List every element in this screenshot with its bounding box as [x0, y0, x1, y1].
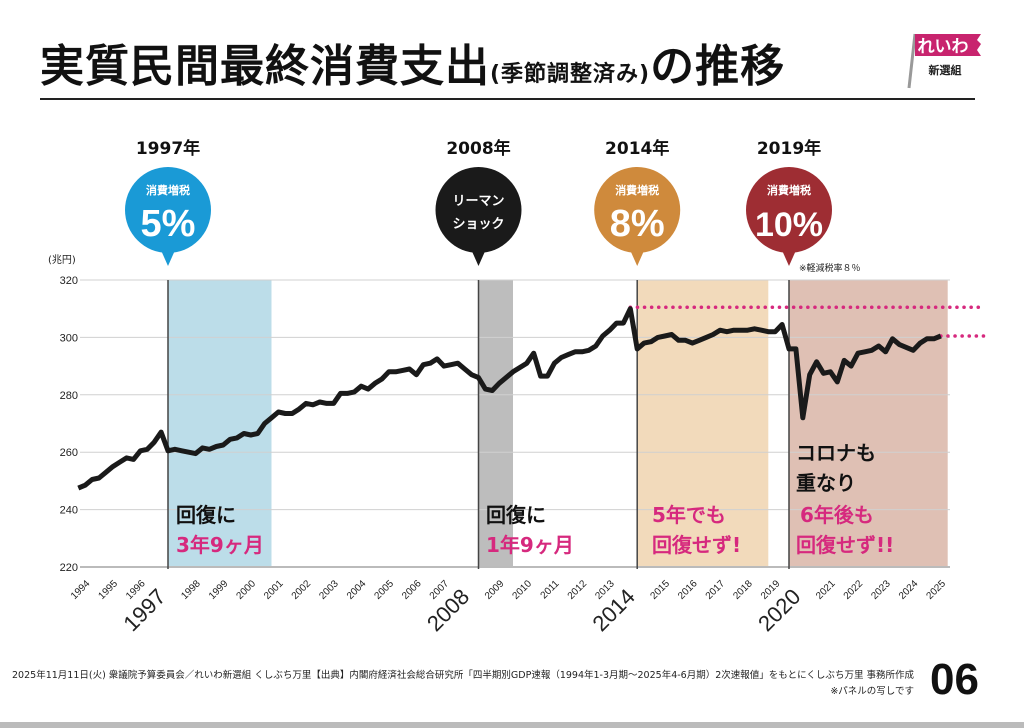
shaded-band — [478, 280, 513, 567]
title-divider — [40, 98, 975, 100]
event-callout-line2: ショック — [452, 216, 504, 231]
title-main: 実質民間最終消費支出 — [40, 41, 490, 92]
x-tick-label-2000: 2000 — [235, 578, 259, 602]
x-tick-label-2018: 2018 — [731, 578, 755, 602]
consumption-series-line — [77, 306, 942, 491]
event-note: ※軽減税率８％ — [799, 262, 861, 274]
event-callout-line2: 10% — [755, 206, 823, 244]
y-tick-label: 260 — [60, 447, 78, 459]
event-callout-line1: 消費増税 — [146, 183, 190, 197]
y-tick-label: 300 — [60, 332, 78, 344]
event-callout-line2: 8% — [610, 203, 665, 245]
shaded-band — [168, 280, 272, 567]
x-tick-label-2024: 2024 — [897, 578, 921, 602]
reiwa-logo: れいわ 新選組 — [907, 33, 981, 89]
y-tick-label: 240 — [60, 505, 78, 517]
x-tick-label-2023: 2023 — [869, 578, 893, 602]
event-year-label: 2019年 — [757, 138, 821, 159]
page-number: 06 — [930, 655, 979, 704]
x-tick-label-2005: 2005 — [373, 578, 397, 602]
shaded-band — [789, 280, 948, 567]
x-tick-label-2001: 2001 — [262, 578, 286, 602]
title-sub: (季節調整済み) — [490, 62, 651, 87]
x-tick-label-2022: 2022 — [842, 578, 866, 602]
svg-text:れいわ: れいわ — [918, 37, 969, 57]
band-text: 回復に — [176, 503, 236, 527]
band-text: 5年でも — [652, 503, 726, 527]
callout-pointer — [160, 248, 176, 266]
x-tick-label-2004: 2004 — [345, 578, 369, 602]
x-tick-label-1999: 1999 — [207, 578, 231, 602]
bottom-bar — [0, 722, 1024, 728]
y-axis-unit: (兆円) — [48, 254, 76, 266]
x-tick-label-2016: 2016 — [676, 578, 700, 602]
x-tick-label-2006: 2006 — [400, 578, 424, 602]
callout-pointer — [781, 248, 797, 266]
x-tick-label-1994: 1994 — [69, 578, 93, 602]
event-callout-bubble — [746, 167, 832, 253]
x-tick-label-2017: 2017 — [704, 578, 728, 602]
callout-pointer — [470, 248, 487, 266]
panel-note: ※パネルの写しです — [830, 686, 914, 697]
x-tick-label-2011: 2011 — [539, 578, 562, 601]
band-text: コロナも — [796, 441, 876, 465]
band-text: 3年9ヶ月 — [176, 533, 264, 557]
band-text: 1年9ヶ月 — [486, 533, 574, 557]
x-tick-label-2002: 2002 — [290, 578, 314, 602]
event-year-label: 2008年 — [446, 138, 510, 159]
event-callout-line1: リーマン — [452, 194, 504, 209]
event-callout-line2: 5% — [141, 203, 196, 245]
event-year-label: 1997年 — [136, 138, 200, 159]
footer-source: 2025年11月11日(火) 衆議院予算委員会／れいわ新選組 くしぶち万里【出典… — [12, 668, 914, 700]
band-text: 6年後も — [800, 503, 874, 527]
title-tail: の推移 — [650, 41, 786, 92]
event-callout-bubble — [125, 167, 211, 253]
x-tick-label-2015: 2015 — [649, 578, 673, 602]
x-tick-label-2003: 2003 — [317, 578, 341, 602]
band-text: 回復に — [486, 503, 546, 527]
page-title: 実質民間最終消費支出(季節調整済み)の推移 — [40, 30, 785, 94]
x-tick-label-2012: 2012 — [566, 578, 590, 602]
event-year-label: 2014年 — [605, 138, 669, 159]
y-tick-label: 320 — [60, 275, 78, 287]
y-tick-label: 280 — [60, 390, 78, 402]
x-tick-label-2025: 2025 — [925, 578, 949, 602]
event-callout-bubble — [435, 167, 522, 253]
event-callout-line1: 消費増税 — [615, 183, 659, 197]
band-text: 回復せず! — [652, 533, 741, 557]
callout-pointer — [629, 248, 646, 266]
band-text: 回復せず!! — [796, 533, 894, 557]
x-tick-label-1998: 1998 — [179, 578, 203, 602]
x-tick-label-1995: 1995 — [97, 578, 121, 602]
event-callout-bubble — [594, 167, 681, 253]
svg-text:新選組: 新選組 — [929, 63, 962, 77]
source-note: 2025年11月11日(火) 衆議院予算委員会／れいわ新選組 くしぶち万里【出典… — [12, 670, 914, 681]
band-text: 重なり — [796, 471, 856, 495]
event-callout-line1: 消費増税 — [767, 183, 811, 197]
x-tick-label-2009: 2009 — [483, 578, 507, 602]
x-tick-label-2021: 2021 — [814, 578, 838, 602]
y-tick-label: 220 — [60, 562, 78, 574]
x-tick-label-2010: 2010 — [511, 578, 535, 602]
